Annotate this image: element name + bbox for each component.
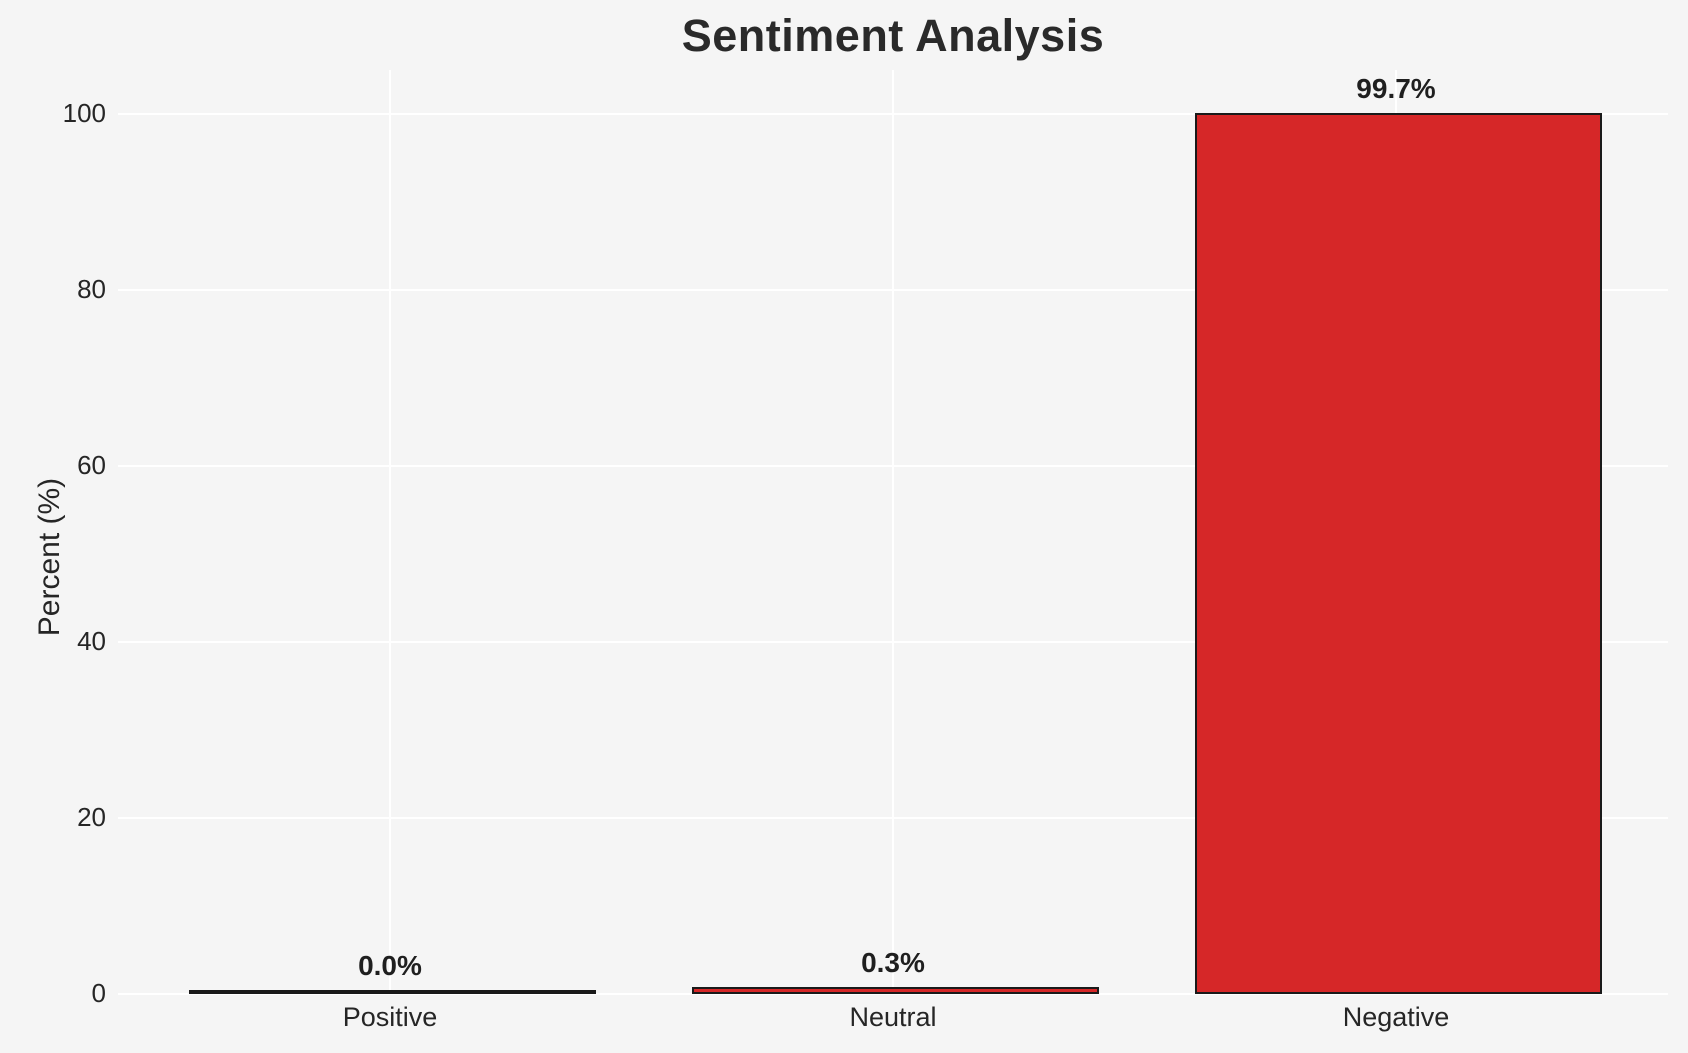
- y-tick-label: 100: [62, 98, 106, 128]
- v-gridline: [389, 70, 391, 994]
- h-gridline: [118, 993, 1668, 995]
- y-tick-label: 60: [77, 450, 106, 480]
- x-tick-label: Neutral: [849, 1002, 937, 1032]
- x-tick-label: Positive: [342, 1002, 438, 1032]
- bar-value-label: 99.7%: [1356, 73, 1436, 104]
- v-gridline: [892, 70, 894, 994]
- bar-neutral: [691, 987, 1099, 994]
- y-tick-label: 20: [77, 802, 106, 832]
- y-tick-label: 40: [77, 626, 106, 656]
- chart-title: Sentiment Analysis: [681, 10, 1105, 61]
- bar-negative: [1194, 113, 1602, 994]
- bar-value-label: 0.0%: [358, 950, 422, 981]
- bar-positive: [188, 990, 596, 994]
- y-tick-label: 0: [91, 978, 106, 1008]
- x-tick-label: Negative: [1342, 1002, 1450, 1032]
- bar-value-label: 0.3%: [861, 947, 925, 978]
- plot-area: 0.0% 0.3% 99.7%: [118, 70, 1668, 995]
- y-tick-label: 80: [77, 274, 106, 304]
